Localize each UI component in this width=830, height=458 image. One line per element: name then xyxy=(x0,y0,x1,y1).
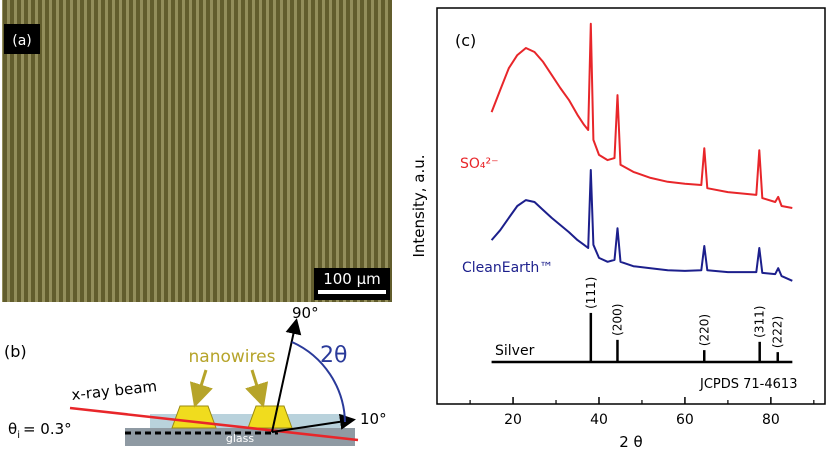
x-tick-label: 60 xyxy=(676,412,694,428)
y-axis-label: Intensity, a.u. xyxy=(410,154,428,257)
panel-label: (b) xyxy=(4,342,27,361)
panel-label: (a) xyxy=(12,33,32,49)
x-tick-label: 40 xyxy=(590,412,608,428)
pointer xyxy=(196,370,206,402)
series-label: CleanEarth™ xyxy=(462,260,553,276)
xrd-curve xyxy=(492,24,793,208)
scale-text: 100 μm xyxy=(323,270,381,288)
subscript: i xyxy=(17,430,20,441)
hkl-label: (220) xyxy=(697,314,711,346)
incidence-label: θi= 0.3° xyxy=(8,420,72,441)
symbol: θ xyxy=(8,420,17,438)
beam-label: x-ray beam xyxy=(71,377,158,404)
nanowire xyxy=(248,406,292,428)
panel-label: (c) xyxy=(455,31,476,50)
nanowires-label: nanowires xyxy=(189,347,276,367)
reference-label: Silver xyxy=(495,343,535,359)
x-tick-label: 20 xyxy=(504,412,522,428)
micrograph-tint xyxy=(2,0,392,302)
reference-source: JCPDS 71-4613 xyxy=(699,377,797,392)
pointer xyxy=(252,370,262,402)
hkl-label: (222) xyxy=(771,316,785,348)
hkl-label: (311) xyxy=(753,306,767,338)
x-axis-label: 2 θ xyxy=(619,433,643,451)
x-tick-label: 80 xyxy=(762,412,780,428)
hkl-label: (111) xyxy=(584,277,598,309)
angle-label: 90° xyxy=(292,304,319,322)
figure: (a) 100 μm (b) glass 90° 2θ 10° nanowire… xyxy=(0,0,830,454)
value: = 0.3° xyxy=(23,420,72,438)
series-label: SO₄²⁻ xyxy=(460,156,499,172)
angle-label: 10° xyxy=(360,410,387,428)
hkl-label: (200) xyxy=(610,304,624,336)
two-theta: 2θ xyxy=(320,343,347,368)
